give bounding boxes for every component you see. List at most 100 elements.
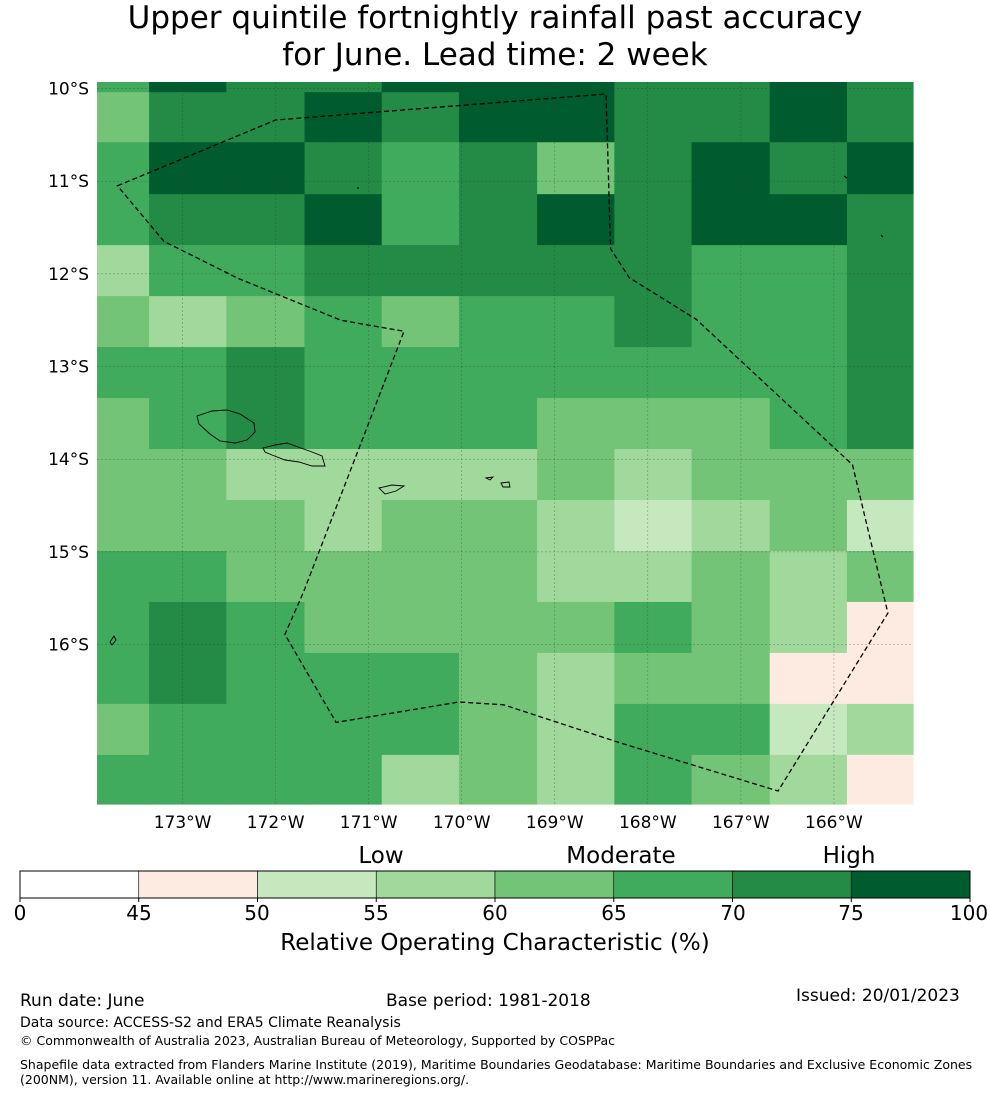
grid-cell [149, 550, 227, 603]
grid-cell [614, 652, 693, 705]
grid-cell [304, 652, 383, 705]
grid-cell [537, 703, 615, 756]
grid-cell [97, 398, 150, 450]
atoll-east [880, 234, 884, 238]
grid-cell [226, 601, 306, 654]
grid-cell [458, 82, 538, 93]
grid-cell [614, 601, 693, 654]
grid-cell [691, 601, 771, 654]
grid-cell [691, 296, 771, 348]
wallis-island [109, 635, 117, 646]
data-source: Data source: ACCESS-S2 and ERA5 Climate … [20, 1015, 401, 1031]
colorbar-tick-70: 70 [720, 901, 746, 925]
grid-cell [458, 652, 538, 705]
lat-tick-label: 15°S [48, 543, 89, 563]
grid-cell [226, 500, 306, 552]
colorbar-tick-55: 55 [363, 901, 389, 925]
colorbar-segment [494, 870, 615, 899]
grid-cell [846, 194, 914, 246]
grid-cell [304, 449, 383, 501]
grid-cell [226, 398, 306, 450]
lat-tick-label: 14°S [48, 450, 89, 470]
grid-cell [846, 449, 914, 501]
grid-cell [304, 194, 383, 246]
grid-cell [149, 754, 227, 805]
grid-cell [769, 194, 848, 246]
grid-cell [97, 500, 150, 552]
grid-cell [537, 142, 615, 195]
grid-cell [458, 449, 538, 501]
latitude-labels: 10°S 11°S 12°S 13°S 14°S 15°S 16°S [48, 79, 89, 655]
grid-cell [846, 347, 914, 399]
grid-cell [226, 82, 306, 93]
ofu-island [484, 476, 495, 481]
lon-tick-label: 167°W [712, 813, 770, 833]
longitude-labels: 173°W 172°W 171°W 170°W 169°W 168°W 167°W 166°W [154, 813, 863, 833]
grid-cell [149, 82, 227, 93]
grid-cell [769, 142, 848, 195]
grid-cell [381, 550, 460, 603]
grid-cell [381, 703, 460, 756]
grid-cell [381, 296, 460, 348]
grid-cell [97, 601, 150, 654]
grid-cell [846, 398, 914, 450]
grid-cell [149, 652, 227, 705]
grid-cell [769, 703, 848, 756]
lon-tick-label: 169°W [526, 813, 584, 833]
grid-cell [304, 142, 383, 195]
copyright: © Commonwealth of Australia 2023, Austra… [20, 1033, 615, 1048]
title-line-1: Upper quintile fortnightly rainfall past… [127, 0, 863, 36]
colorbar-segment [613, 870, 733, 899]
grid-cell [97, 550, 150, 603]
grid-cell [614, 82, 693, 93]
grid-cell [304, 500, 383, 552]
upolu-island [262, 442, 326, 467]
atoll-northeast [843, 175, 848, 179]
grid-cell [537, 194, 615, 246]
grid-cell [614, 449, 693, 501]
lon-tick-label: 170°W [433, 813, 491, 833]
grid-cell [97, 245, 150, 297]
grid-cell [381, 194, 460, 246]
grid-cell [149, 601, 227, 654]
grid-cell [149, 92, 227, 143]
grid-cell [846, 245, 914, 297]
grid-cell [769, 754, 848, 805]
grid-cell [769, 601, 848, 654]
grid-cell [97, 652, 150, 705]
grid-cell [458, 754, 538, 805]
grid-cell [537, 754, 615, 805]
grid-cell [149, 398, 227, 450]
grid-cell [149, 142, 227, 195]
grid-cell [614, 92, 693, 143]
grid-cell [846, 601, 914, 654]
grid-cell [769, 500, 848, 552]
colorbar-segment [375, 870, 496, 899]
grid-cell [769, 245, 848, 297]
lat-tick-label: 10°S [48, 79, 89, 99]
grid-cell [691, 652, 771, 705]
grid-cell [97, 194, 150, 246]
grid-cell [381, 449, 460, 501]
grid-cell [537, 500, 615, 552]
grid-cell [304, 703, 383, 756]
grid-cell [458, 601, 538, 654]
grid-cell [614, 703, 693, 756]
grid-cell [304, 754, 383, 805]
grid-cell [149, 194, 227, 246]
colorbar-segment [257, 870, 377, 899]
grid-cell [769, 347, 848, 399]
grid-cell [691, 194, 771, 246]
title-line-2: for June. Lead time: 2 week [282, 37, 708, 73]
colorbar-tick-75: 75 [838, 901, 864, 925]
grid-cell [846, 703, 914, 756]
lon-tick-label: 172°W [247, 813, 305, 833]
grid-cell [226, 550, 306, 603]
grid-cell [537, 449, 615, 501]
grid-cell [458, 245, 538, 297]
colorbar-tick-60: 60 [482, 901, 508, 925]
grid-cell [769, 296, 848, 348]
grid-cell [226, 142, 306, 195]
legend-low: Low [358, 843, 404, 869]
grid-cell [97, 347, 150, 399]
